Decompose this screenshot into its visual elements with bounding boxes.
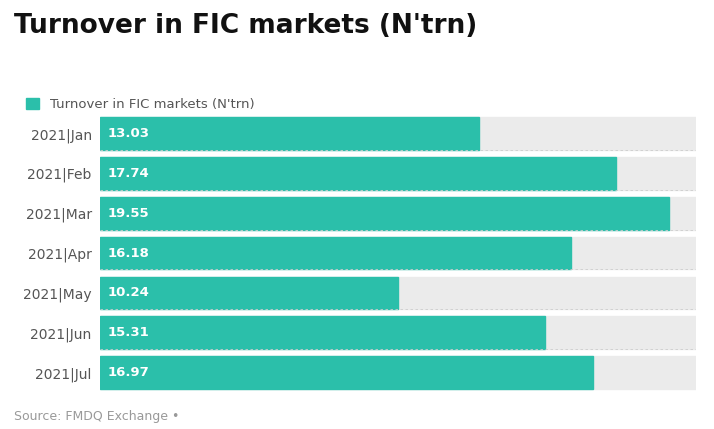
Bar xyxy=(100,237,570,269)
Text: 16.97: 16.97 xyxy=(107,366,149,379)
Bar xyxy=(100,117,479,150)
Bar xyxy=(100,277,696,309)
Bar xyxy=(100,157,616,190)
Text: Source: FMDQ Exchange •: Source: FMDQ Exchange • xyxy=(14,410,180,423)
Text: 16.18: 16.18 xyxy=(107,247,149,260)
Bar xyxy=(100,237,696,269)
Text: 19.55: 19.55 xyxy=(107,207,149,220)
Text: 17.74: 17.74 xyxy=(107,167,149,180)
Bar xyxy=(100,157,696,190)
Bar xyxy=(100,317,696,349)
Bar xyxy=(100,356,593,389)
Bar xyxy=(100,317,545,349)
Bar xyxy=(100,356,696,389)
Bar xyxy=(100,277,398,309)
Text: 10.24: 10.24 xyxy=(107,287,149,299)
Legend: Turnover in FIC markets (N'trn): Turnover in FIC markets (N'trn) xyxy=(21,92,260,116)
Text: 13.03: 13.03 xyxy=(107,127,149,140)
Bar xyxy=(100,197,668,230)
Text: 15.31: 15.31 xyxy=(107,326,149,339)
Bar xyxy=(100,197,696,230)
Text: Turnover in FIC markets (N'trn): Turnover in FIC markets (N'trn) xyxy=(14,13,478,39)
Bar xyxy=(100,117,696,150)
